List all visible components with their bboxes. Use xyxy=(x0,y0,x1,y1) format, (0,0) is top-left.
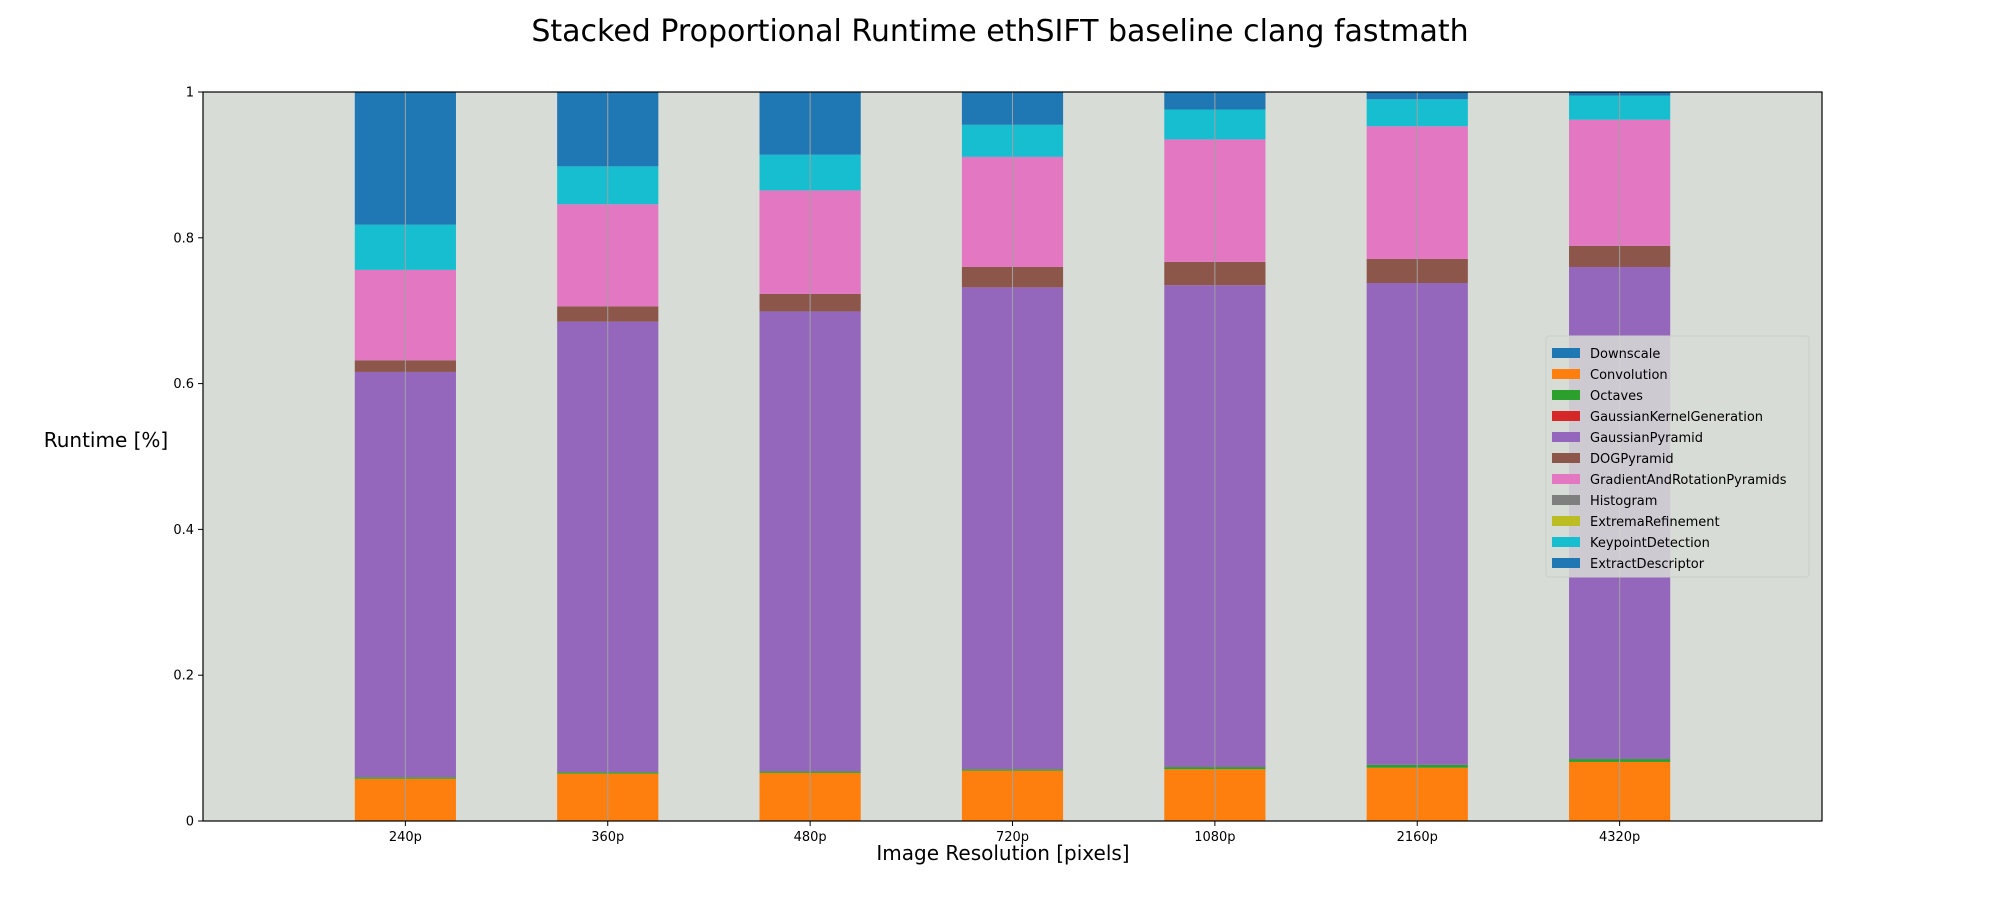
x-tick-label: 1080p xyxy=(1194,830,1235,845)
y-tick-label: 0.6 xyxy=(173,377,194,392)
y-tick-label: 0.4 xyxy=(173,523,194,538)
legend-swatch-KeypointDetection xyxy=(1552,537,1580,547)
y-tick-label: 1 xyxy=(186,86,194,101)
x-tick-label: 2160p xyxy=(1397,830,1438,845)
legend-label-ExtremaRefinement: ExtremaRefinement xyxy=(1590,515,1720,530)
legend-swatch-Convolution xyxy=(1552,369,1580,379)
legend-swatch-ExtremaRefinement xyxy=(1552,516,1580,526)
y-tick-label: 0.8 xyxy=(173,231,194,246)
legend-swatch-GaussianKernelGeneration xyxy=(1552,411,1580,421)
legend-label-Histogram: Histogram xyxy=(1590,494,1657,509)
legend-swatch-DOGPyramid xyxy=(1552,453,1580,463)
legend-label-ExtractDescriptor: ExtractDescriptor xyxy=(1590,557,1705,572)
x-tick-label: 480p xyxy=(794,830,827,845)
legend-swatch-ExtractDescriptor xyxy=(1552,558,1580,568)
legend-swatch-Downscale xyxy=(1552,348,1580,358)
legend-swatch-GaussianPyramid xyxy=(1552,432,1580,442)
chart-title: Stacked Proportional Runtime ethSIFT bas… xyxy=(531,14,1468,49)
y-axis: 0 0.2 0.4 0.6 0.8 1 xyxy=(173,86,203,830)
x-axis: 240p 360p 480p 720p 1080p 2160p 4320p xyxy=(389,821,1640,845)
x-tick-label: 4320p xyxy=(1599,830,1640,845)
legend-label-GaussianKernelGeneration: GaussianKernelGeneration xyxy=(1590,410,1763,425)
legend-label-Downscale: Downscale xyxy=(1590,347,1660,362)
legend-swatch-Octaves xyxy=(1552,390,1580,400)
y-axis-label: Runtime [%] xyxy=(44,428,169,452)
legend-label-GaussianPyramid: GaussianPyramid xyxy=(1590,431,1703,446)
legend-label-GradientAndRotationPyramids: GradientAndRotationPyramids xyxy=(1590,473,1787,488)
x-tick-label: 360p xyxy=(591,830,624,845)
x-tick-label: 720p xyxy=(996,830,1029,845)
x-axis-label: Image Resolution [pixels] xyxy=(876,841,1129,865)
legend-box xyxy=(1545,335,1810,578)
legend-swatch-GradientAndRotationPyramids xyxy=(1552,474,1580,484)
legend-label-Octaves: Octaves xyxy=(1590,389,1643,404)
y-tick-label: 0.2 xyxy=(173,669,194,684)
legend-label-KeypointDetection: KeypointDetection xyxy=(1590,536,1710,551)
legend-label-Convolution: Convolution xyxy=(1590,368,1668,383)
legend-label-DOGPyramid: DOGPyramid xyxy=(1590,452,1674,467)
legend-swatch-Histogram xyxy=(1552,495,1580,505)
x-tick-label: 240p xyxy=(389,830,422,845)
legend: Downscale Convolution Octaves GaussianKerne… xyxy=(1545,335,1810,578)
y-tick-label: 0 xyxy=(186,815,194,830)
